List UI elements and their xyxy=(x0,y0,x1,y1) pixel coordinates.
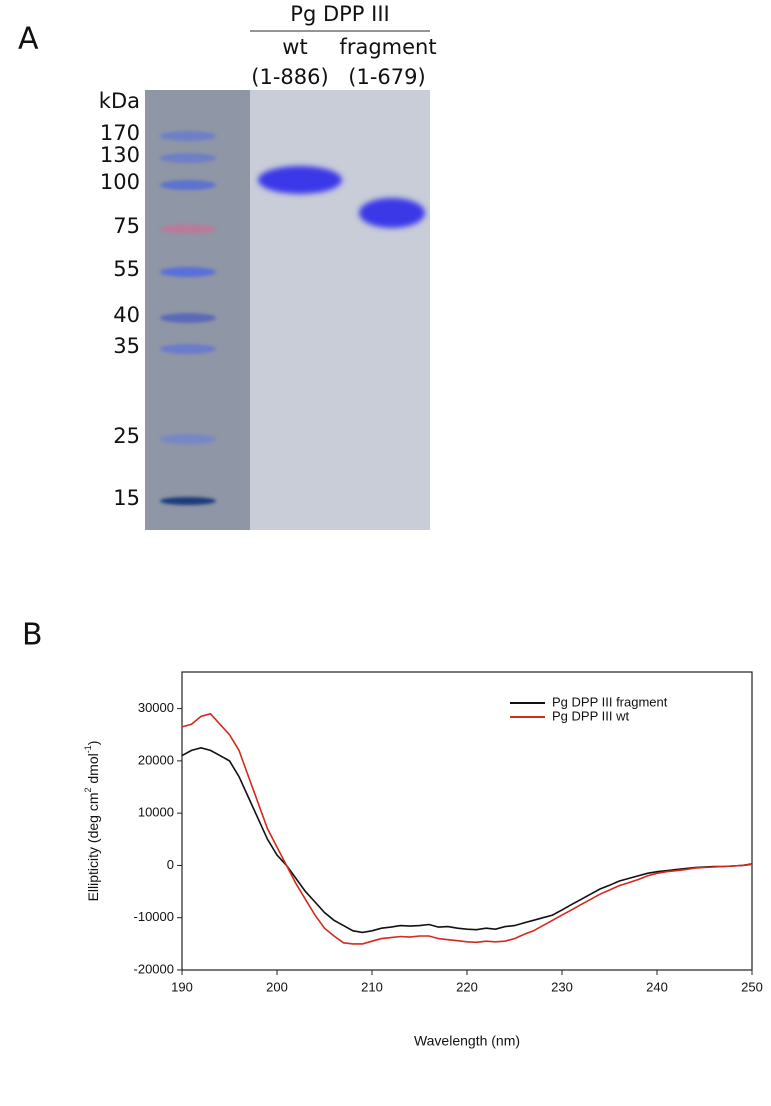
ladder-band xyxy=(160,153,216,163)
y-label-part: dmol xyxy=(85,753,101,787)
lane-range: (1-886) xyxy=(251,65,328,89)
marker-label: 55 xyxy=(113,257,140,281)
ladder-band xyxy=(160,344,216,354)
lane-range: (1-679) xyxy=(348,65,425,89)
y-tick-label: 20000 xyxy=(138,752,174,767)
ladder-band xyxy=(160,434,216,444)
gel-band xyxy=(359,198,425,228)
marker-label: 35 xyxy=(113,334,140,358)
plot-frame xyxy=(181,671,753,971)
ladder-band xyxy=(160,180,216,190)
x-tick-label: 220 xyxy=(456,979,478,994)
marker-label: 130 xyxy=(100,143,140,167)
x-tick-label: 230 xyxy=(551,979,573,994)
gel-marker-lane xyxy=(145,90,250,530)
x-tick-label: 240 xyxy=(646,979,668,994)
gel-bands xyxy=(160,131,216,505)
gel-unit: kDa xyxy=(99,89,140,113)
y-tick-label: 30000 xyxy=(138,700,174,715)
marker-label: 25 xyxy=(113,424,140,448)
x-axis-label: Wavelength (nm) xyxy=(414,1033,520,1049)
y-label-sup: 2 xyxy=(83,787,93,792)
y-label-part: Ellipticity (deg cm xyxy=(85,793,101,902)
series-line xyxy=(181,712,753,945)
x-tick-label: 210 xyxy=(361,979,383,994)
marker-label: 75 xyxy=(113,214,140,238)
x-tick-label: 200 xyxy=(266,979,288,994)
gel-sample-area xyxy=(250,90,430,530)
marker-label: 40 xyxy=(113,303,140,327)
y-label-part: ) xyxy=(85,741,101,746)
y-axis-label: Ellipticity (deg cm2 dmol-1) xyxy=(83,741,100,902)
panel-label: B xyxy=(22,618,43,653)
y-tick-label: 10000 xyxy=(138,805,174,820)
marker-label: 100 xyxy=(100,170,140,194)
panel-label: A xyxy=(18,22,39,57)
x-tick-label: 190 xyxy=(171,979,193,994)
ladder-band xyxy=(160,224,216,234)
y-tick-label: 0 xyxy=(167,857,174,872)
series-line xyxy=(181,746,753,934)
ladder-band xyxy=(160,131,216,141)
y-tick-label: -10000 xyxy=(134,909,174,924)
marker-label: 15 xyxy=(113,486,140,510)
x-tick-label: 250 xyxy=(741,979,763,994)
ladder-band xyxy=(160,313,216,323)
ladder-band xyxy=(160,497,216,505)
y-tick-label: -20000 xyxy=(134,961,174,976)
legend-label: Pg DPP III wt xyxy=(552,708,629,723)
lane-name: wt xyxy=(282,35,307,59)
legend-label: Pg DPP III fragment xyxy=(552,694,668,709)
ladder-band xyxy=(160,267,216,277)
gel-band xyxy=(258,166,342,194)
y-label-sup: -1 xyxy=(83,745,93,753)
gel-header: Pg DPP III xyxy=(290,2,389,26)
marker-label: 170 xyxy=(100,121,140,145)
lane-name: fragment xyxy=(339,35,436,59)
